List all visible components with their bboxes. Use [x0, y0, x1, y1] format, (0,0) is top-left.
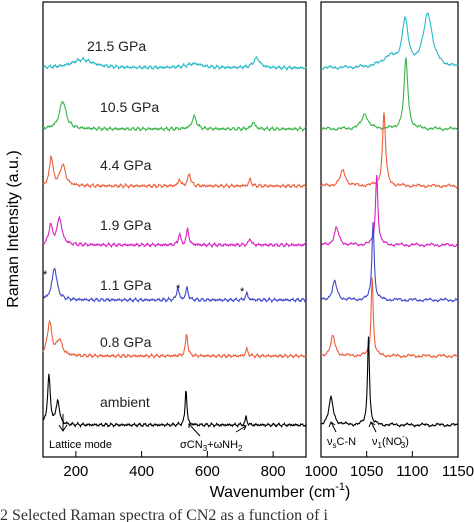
- star-marker-2: *: [176, 283, 181, 295]
- right-spectrum-line: [320, 12, 459, 71]
- x-tick-label: 800: [261, 463, 286, 480]
- nu-s-arrow: [328, 421, 337, 433]
- series-label: 10.5 GPa: [100, 99, 159, 115]
- left-spectrum-line: [42, 55, 307, 72]
- series-label: 1.9 GPa: [100, 217, 152, 233]
- sigma-cn3-annotation: σCN3+ωNH2: [180, 439, 243, 453]
- left-spectrum-line: [42, 215, 307, 249]
- x-tick-label: 1150: [442, 463, 474, 480]
- left-x-axis-ticks: 200 400 600 800: [63, 451, 286, 480]
- right-spectrum-line: [320, 336, 459, 428]
- series-label: 21.5 GPa: [87, 38, 146, 54]
- right-panel-spectra: [320, 12, 459, 428]
- series-label: ambient: [100, 394, 150, 410]
- series-label: 1.1 GPa: [100, 277, 152, 293]
- lattice-mode-annotation: Lattice mode: [49, 439, 112, 451]
- right-spectrum-line: [320, 112, 459, 189]
- x-tick-label: 600: [195, 463, 220, 480]
- left-panel-frame: [42, 1, 307, 458]
- lattice-mode-arrow: [58, 414, 68, 432]
- nu1-no3-annotation: ν1(NO-3): [372, 432, 409, 450]
- x-tick-label: 400: [129, 463, 154, 480]
- nu1-arrow: [368, 421, 377, 433]
- x-tick-label: 1000: [304, 463, 337, 480]
- nu-s-cn-annotation: νsC-N: [327, 436, 356, 450]
- left-spectrum-line: [43, 100, 307, 133]
- series-label: 4.4 GPa: [100, 157, 152, 173]
- right-spectrum-line: [320, 221, 459, 303]
- left-spectrum-line: [42, 154, 307, 190]
- left-spectrum-line: [42, 319, 307, 360]
- sigma-arrow-right: [235, 424, 247, 433]
- figure-caption: 2 Selected Raman spectra of CN2 as a fun…: [0, 507, 328, 522]
- right-spectrum-line: [320, 57, 459, 132]
- left-spectrum-line: [42, 267, 307, 304]
- x-axis-title: Wavenumber (cm-1): [210, 481, 351, 501]
- right-x-axis-ticks: 1000 1050 1100 1150: [304, 451, 474, 480]
- x-tick-label: 1100: [396, 463, 428, 480]
- right-panel-frame: [320, 1, 459, 458]
- right-spectrum-line: [320, 175, 459, 248]
- left-panel-spectra: [42, 55, 307, 429]
- x-tick-label: 200: [63, 463, 88, 480]
- sigma-arrow-left: [188, 423, 201, 437]
- series-labels: 21.5 GPa 10.5 GPa 4.4 GPa 1.9 GPa 1.1 GPa 0.8…: [87, 38, 159, 410]
- y-axis-title: Raman Intensity (a.u.): [5, 150, 22, 307]
- x-tick-label: 1050: [350, 463, 383, 480]
- star-marker-1: *: [43, 269, 48, 281]
- left-spectrum-line: [42, 373, 307, 429]
- series-label: 0.8 GPa: [100, 334, 152, 350]
- right-spectrum-line: [320, 277, 458, 359]
- star-marker-3: *: [240, 286, 245, 298]
